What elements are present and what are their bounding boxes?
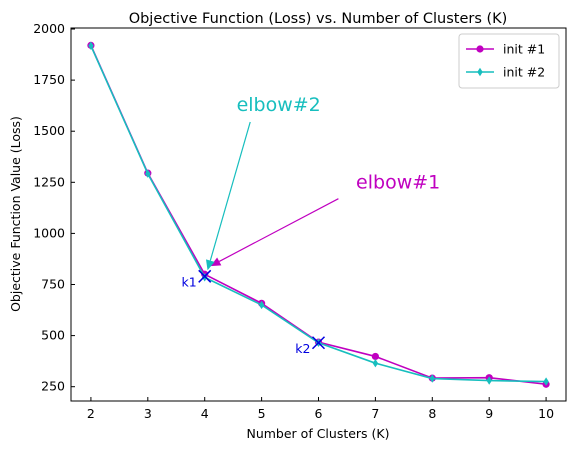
x-tick-label: 10: [538, 406, 554, 421]
series-2-point: [543, 377, 549, 386]
legend-marker-2: [477, 67, 483, 77]
x-tick-label: 9: [485, 406, 493, 421]
series-2-point: [145, 169, 151, 178]
series-1-point: [371, 352, 379, 361]
series-2-point: [258, 300, 265, 310]
series-2-point: [486, 376, 492, 385]
y-axis-ticks: 250 500 750 1000 1250 1500 1750 2000: [33, 21, 75, 394]
legend: init #1 init #2: [458, 33, 560, 89]
legend-label-1: init #1: [503, 42, 545, 57]
highlight-marker-k2: [311, 336, 326, 350]
series-2-point: [372, 358, 379, 368]
y-tick-label: 2000: [33, 21, 65, 36]
annotation-arrowhead-1: [210, 257, 222, 267]
x-axis-label: Number of Clusters (K): [246, 426, 389, 441]
annotation-text-1: elbow#1: [356, 171, 440, 193]
x-tick-label: 3: [144, 406, 152, 421]
x-tick-label: 8: [428, 406, 436, 421]
highlight-label-k2: k2: [295, 341, 310, 356]
y-tick-label: 1000: [33, 225, 65, 240]
x-tick-label: 5: [258, 406, 266, 421]
annotation-arrow-2: [209, 121, 251, 261]
y-tick-label: 250: [41, 379, 65, 394]
annotation-text-2: elbow#2: [237, 94, 321, 116]
y-tick-label: 750: [41, 277, 65, 292]
legend-marker-1: [476, 45, 484, 53]
legend-frame: [458, 33, 560, 89]
highlight-marker-k1: [198, 269, 212, 283]
series-2-point: [88, 41, 94, 50]
annotation-arrowhead-2: [205, 259, 215, 271]
y-tick-label: 500: [41, 328, 65, 343]
x-tick-label: 6: [315, 406, 323, 421]
y-axis-label: Objective Function Value (Loss): [8, 116, 23, 312]
x-tick-label: 7: [371, 406, 379, 421]
series-2-point: [429, 374, 436, 383]
legend-label-2: init #2: [503, 65, 545, 80]
y-tick-label: 1750: [33, 72, 65, 87]
annotations: elbow#1 elbow#2: [205, 94, 440, 271]
highlight-points: k1 k2: [182, 269, 326, 356]
x-tick-label: 2: [87, 406, 95, 421]
y-tick-label: 1250: [33, 174, 65, 189]
y-tick-label: 1500: [33, 123, 65, 138]
x-axis-ticks: 2 3 4 5 6 7 8 9 10: [87, 397, 554, 421]
chart-title: Objective Function (Loss) vs. Number of …: [129, 11, 508, 27]
annotation-arrow-1: [218, 198, 339, 262]
highlight-label-k1: k1: [182, 274, 197, 289]
x-tick-label: 4: [201, 406, 209, 421]
